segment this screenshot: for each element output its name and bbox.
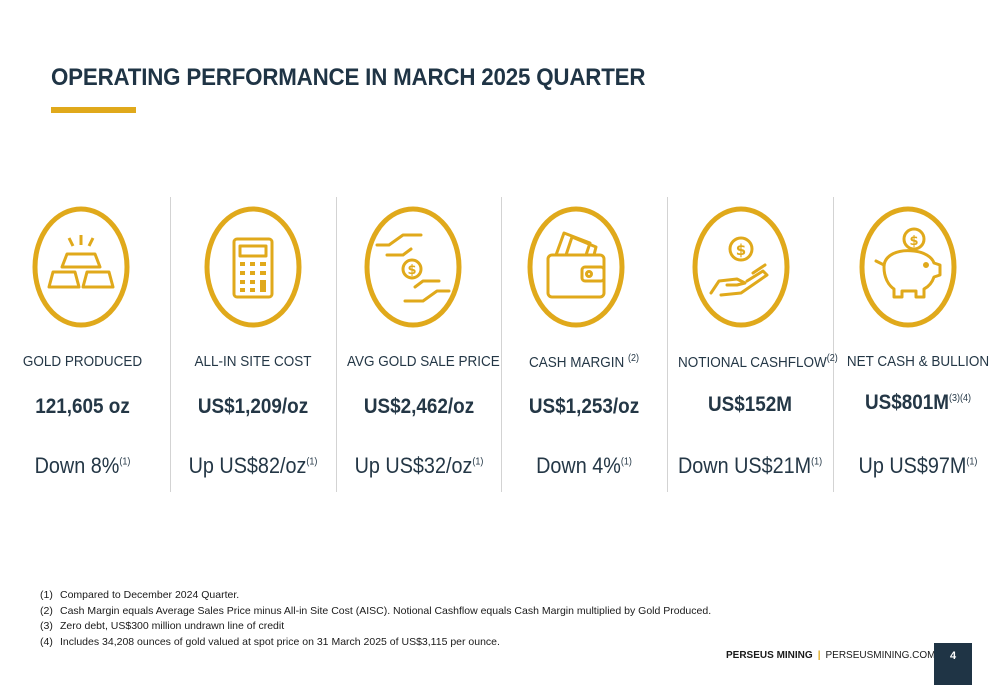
svg-text:$: $ [909, 234, 918, 249]
metric-change: Up US$97M(1) [858, 453, 978, 478]
metric-label: AVG GOLD SALE PRICE [347, 353, 500, 370]
footnote-ref: (3)(4) [949, 393, 972, 404]
website-link[interactable]: PERSEUSMINING.COM [825, 650, 936, 661]
svg-text:$: $ [736, 241, 746, 259]
metric-change: Down 8%(1) [34, 453, 131, 478]
footnote-ref: (2) [826, 353, 838, 364]
column-divider [667, 197, 668, 492]
footnote: (2) Cash Margin equals Average Sales Pric… [40, 604, 712, 617]
metric-value: US$801M(3)(4) [864, 391, 972, 414]
metric-change: Down 4%(1) [536, 453, 632, 478]
metric-label: CASH MARGIN (2) [528, 353, 640, 371]
footnotes: (1) Compared to December 2024 Quarter. (2… [40, 588, 711, 650]
footnote: (3) Zero debt, US$300 million undrawn lin… [40, 620, 285, 632]
metric-value: US$1,209/oz [197, 395, 309, 418]
footer-separator: | [817, 650, 821, 661]
calculator-icon [203, 205, 303, 329]
footnote-ref: (1) [119, 456, 131, 468]
brand-name: PERSEUS MINING [726, 650, 813, 661]
footnote-ref: (1) [472, 456, 484, 468]
metric-value: US$1,253/oz [528, 395, 640, 418]
svg-text:$: $ [407, 263, 416, 278]
metric-notional-cashflow: $ NOTIONAL CASHFLOW(2) US$152M Down US$2… [670, 205, 838, 495]
metric-value: US$152M [707, 393, 793, 416]
column-divider [336, 197, 337, 492]
metric-change: Up US$82/oz(1) [188, 453, 318, 478]
footnote: (1) Compared to December 2024 Quarter. [40, 589, 240, 601]
page-number: 4 [934, 643, 972, 685]
slide-title: OPERATING PERFORMANCE IN MARCH 2025 QUAR… [51, 64, 646, 91]
metric-value: 121,605 oz [35, 395, 130, 418]
column-divider [833, 197, 834, 492]
metric-label: NET CASH & BULLION [846, 353, 990, 370]
footnote-ref: (1) [306, 456, 318, 468]
metric-avg-gold-sale-price: $ AVG GOLD SALE PRICE US$2,462/oz Up US$… [339, 205, 500, 495]
wallet-cash-icon [526, 205, 626, 329]
metric-net-cash-bullion: $ NET CASH & BULLION US$801M(3)(4) Up US… [838, 205, 998, 495]
column-divider [170, 197, 171, 492]
coin-exchange-hands-icon: $ [363, 205, 463, 329]
metric-change: Up US$32/oz(1) [354, 453, 484, 478]
column-divider [501, 197, 502, 492]
footnote-ref: (1) [620, 456, 632, 468]
gold-bars-icon [31, 205, 131, 329]
footnote-ref: (2) [628, 353, 640, 364]
metric-label: NOTIONAL CASHFLOW(2) [678, 353, 838, 371]
metric-label: GOLD PRODUCED [22, 353, 143, 370]
metric-value: US$2,462/oz [363, 395, 475, 418]
footer-brand: PERSEUS MINING | PERSEUSMINING.COM [726, 650, 936, 661]
piggy-bank-icon: $ [858, 205, 958, 329]
footnote-ref: (1) [966, 456, 978, 468]
metric-all-in-site-cost: ALL-IN SITE COST US$1,209/oz Up US$82/oz… [173, 205, 333, 495]
hand-coin-icon: $ [691, 205, 791, 329]
metric-label: ALL-IN SITE COST [194, 353, 312, 370]
title-underline [51, 107, 136, 113]
footnote: (4) Includes 34,208 ounces of gold valued… [40, 635, 500, 648]
metric-gold-produced: GOLD PRODUCED 121,605 oz Down 8%(1) [5, 205, 160, 495]
metric-change: Down US$21M(1) [678, 453, 823, 478]
footnote-ref: (1) [811, 456, 823, 468]
metric-cash-margin: CASH MARGIN (2) US$1,253/oz Down 4%(1) [504, 205, 664, 495]
